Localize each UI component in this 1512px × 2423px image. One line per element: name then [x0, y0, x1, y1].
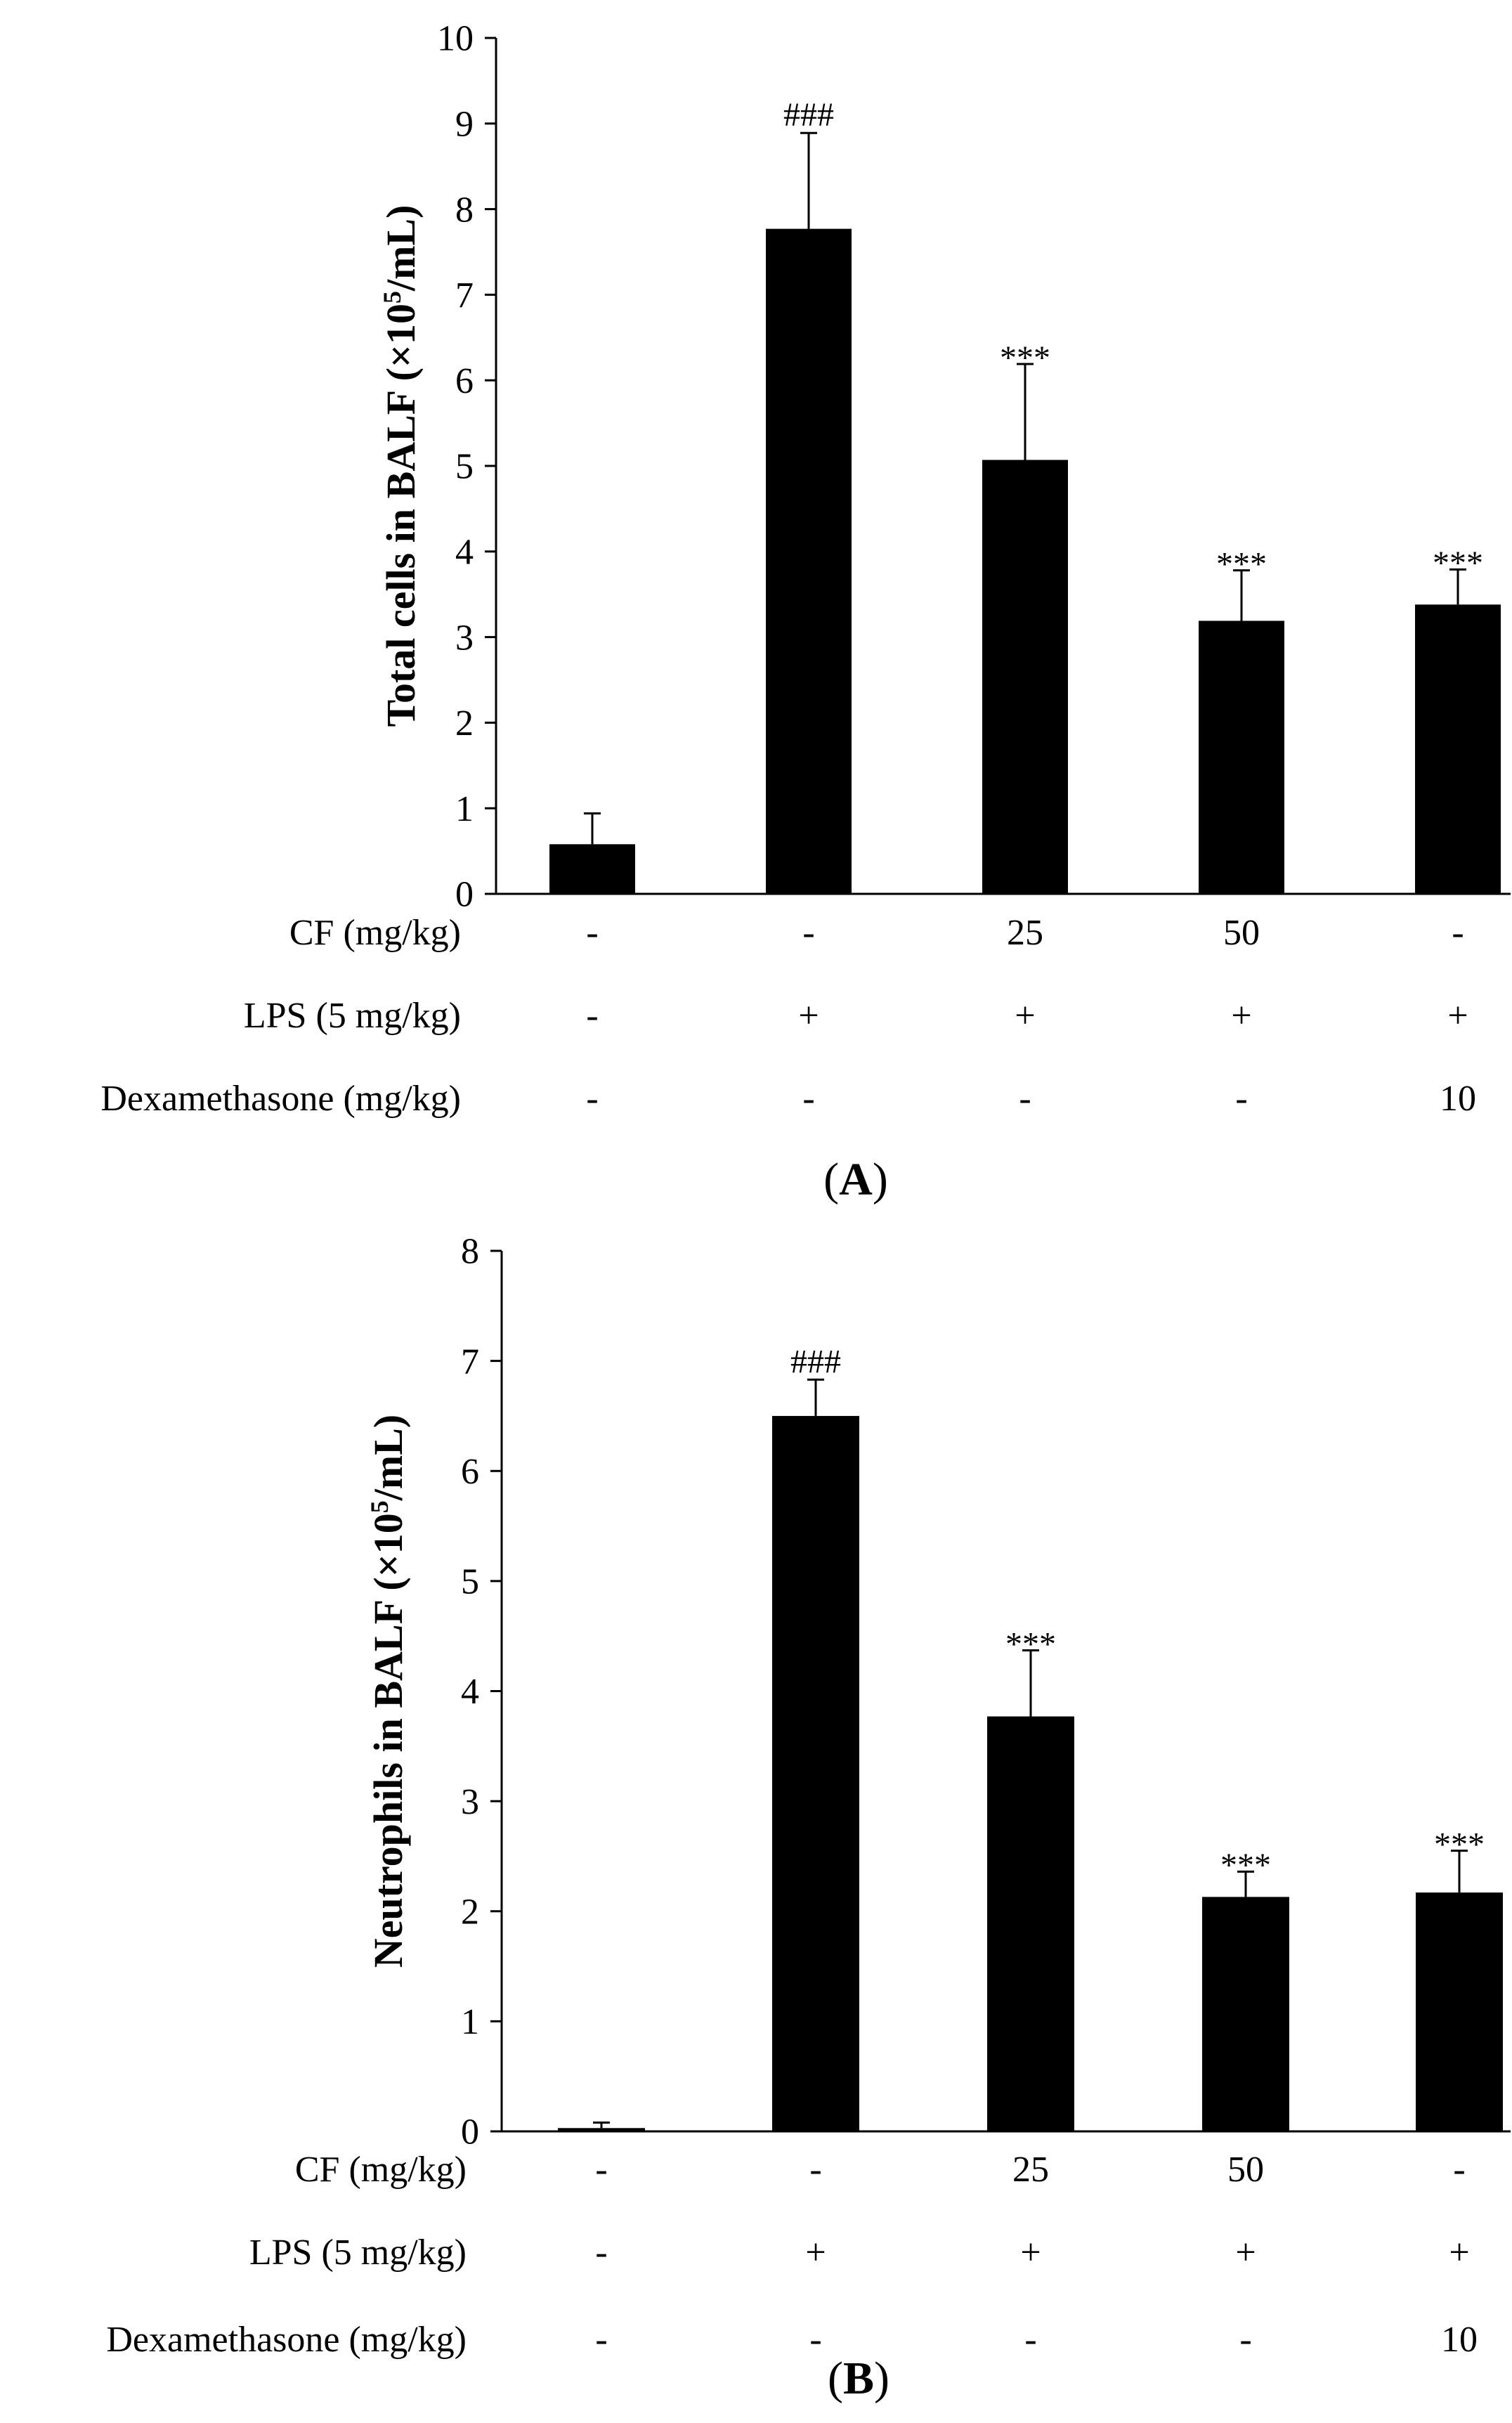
- panel-a-significance-4: ***: [1216, 545, 1267, 583]
- panel-b-treatment-cell: -: [1453, 2150, 1465, 2190]
- panel-a-significance-3: ***: [1000, 339, 1050, 377]
- panel-a-treatment-cell: +: [1231, 996, 1251, 1036]
- panel-b-label-letter: B: [843, 2353, 874, 2404]
- panel-a-treatment-row-label: LPS (5 mg/kg): [244, 996, 461, 1036]
- panel-b-bar-2: [772, 1415, 859, 2131]
- panel-a-y-tick-label: 10: [437, 19, 474, 59]
- panel-b-treatment-cell: 25: [1012, 2150, 1049, 2190]
- panel-b-y-axis-label-main: Neutrophils in BALF (×10: [365, 1513, 411, 1968]
- panel-a-bar-1: [549, 844, 635, 894]
- panel-b-treatment-cell: +: [1449, 2233, 1469, 2273]
- panel-a-y-tick-label: 0: [455, 875, 474, 915]
- panel-a-significance-5: ***: [1433, 545, 1483, 582]
- panel-b-treatment-cell: -: [595, 2320, 607, 2360]
- panel-a-treatment-cell: -: [586, 1079, 598, 1119]
- panel-b-treatment-row-label: Dexamethasone (mg/kg): [106, 2320, 467, 2360]
- panel-b-bar-5: [1416, 1892, 1503, 2131]
- panel-a-bar-3: [982, 460, 1068, 894]
- panel-a-treatment-cell: -: [802, 913, 814, 953]
- panel-b-treatment-cell: -: [809, 2150, 821, 2190]
- panel-a-treatment-cell: -: [1452, 913, 1464, 953]
- panel-a-treatment-cell: +: [1447, 996, 1468, 1036]
- panel-a-label: (A): [823, 1154, 888, 1205]
- panel-a-y-tick-label: 6: [455, 361, 474, 401]
- panel-a-y-tick-label: 5: [455, 447, 474, 487]
- panel-b-treatment-cell: -: [809, 2320, 821, 2360]
- panel-b-y-tick-label: 6: [461, 1452, 479, 1492]
- panel-b-significance-5: ***: [1434, 1826, 1485, 1863]
- panel-b-y-tick-label: 1: [461, 2002, 479, 2042]
- panel-b-y-axis-label-superscript: 5: [365, 1500, 393, 1513]
- panel-a-label-close-paren: ): [873, 1154, 888, 1205]
- panel-b-y-tick-label: 4: [461, 1672, 479, 1712]
- panel-a-bar-2: [766, 228, 852, 894]
- panel-b-y-tick-label: 2: [461, 1892, 479, 1932]
- panel-a-treatment-cell: -: [1235, 1079, 1247, 1119]
- panel-a-treatment-cell: -: [586, 996, 598, 1036]
- panel-b-bar-1: [558, 2128, 645, 2131]
- panel-b-treatment-row-label: LPS (5 mg/kg): [249, 2233, 467, 2273]
- panel-a-bar-4: [1199, 621, 1284, 894]
- panel-b-treatment-cell: 10: [1441, 2320, 1478, 2360]
- panel-a-bar-5: [1415, 604, 1501, 894]
- panel-b-label-open-paren: (: [828, 2353, 843, 2404]
- panel-a-treatment-row-label: CF (mg/kg): [289, 913, 461, 953]
- panel-b-treatment-cell: +: [805, 2233, 826, 2273]
- panel-a-label-open-paren: (: [823, 1154, 839, 1205]
- panel-a-treatment-cell: -: [1019, 1079, 1031, 1119]
- panel-b-treatment-cell: -: [1239, 2320, 1251, 2360]
- panel-a-treatment-cell: +: [798, 996, 819, 1036]
- panel-a-treatment-cell: 50: [1223, 913, 1260, 953]
- panel-b-y-tick-label: 0: [461, 2112, 479, 2152]
- panel-a-y-tick-label: 2: [455, 703, 474, 743]
- panel-a-treatment-cell: +: [1015, 996, 1035, 1036]
- panel-a-y-tick-label: 1: [455, 789, 474, 829]
- panel-b-bar-3: [987, 1716, 1074, 2131]
- panel-a-treatment-cell: 10: [1440, 1079, 1476, 1119]
- panel-a-y-tick-label: 3: [455, 618, 474, 658]
- panel-b-treatment-cell: -: [1024, 2320, 1036, 2360]
- panel-b-y-tick-label: 8: [461, 1232, 479, 1272]
- panel-b-y-axis-label-unit: /mL): [365, 1415, 411, 1501]
- panel-b-treatment-cell: -: [595, 2233, 607, 2273]
- panel-a-y-axis-label-unit: /mL): [378, 205, 424, 292]
- panel-a-treatment-row-label: Dexamethasone (mg/kg): [100, 1079, 461, 1119]
- panel-a-y-tick-label: 8: [455, 190, 474, 230]
- panel-b-y-axis-label: Neutrophils in BALF (×105/mL): [365, 1415, 411, 1968]
- panel-b-significance-3: ***: [1005, 1625, 1056, 1663]
- panel-a-treatment-cell: -: [586, 913, 598, 953]
- panel-b-treatment-cell: 50: [1227, 2150, 1264, 2190]
- panel-a-y-tick-label: 4: [455, 532, 474, 572]
- panel-b-treatment-cell: -: [595, 2150, 607, 2190]
- panel-b-significance-2: ###: [790, 1343, 841, 1380]
- panel-a-y-axis-label-main: Total cells in BALF (×10: [378, 304, 424, 727]
- panel-b-treatment-cell: +: [1235, 2233, 1256, 2273]
- panel-a-y-tick-label: 9: [455, 104, 474, 144]
- panel-a-significance-2: ###: [783, 96, 834, 134]
- panel-b-bar-4: [1202, 1897, 1289, 2131]
- panel-b-significance-4: ***: [1220, 1847, 1271, 1884]
- panel-b-treatment-cell: +: [1020, 2233, 1041, 2273]
- panel-b-y-tick-label: 7: [461, 1342, 479, 1382]
- panel-b-y-tick-label: 3: [461, 1782, 479, 1822]
- panel-a-treatment-cell: 25: [1007, 913, 1043, 953]
- panel-b-label: (B): [828, 2353, 889, 2404]
- panel-a-label-letter: A: [839, 1154, 873, 1205]
- panel-b-y-tick-label: 5: [461, 1562, 479, 1602]
- panel-b-label-close-paren: ): [874, 2353, 889, 2404]
- panel-b-treatment-row-label: CF (mg/kg): [295, 2150, 467, 2190]
- panel-a-y-axis-label: Total cells in BALF (×105/mL): [378, 205, 424, 727]
- panel-a-y-axis-label-superscript: 5: [378, 291, 406, 304]
- panel-a-y-tick-label: 7: [455, 275, 474, 316]
- panel-a-treatment-cell: -: [802, 1079, 814, 1119]
